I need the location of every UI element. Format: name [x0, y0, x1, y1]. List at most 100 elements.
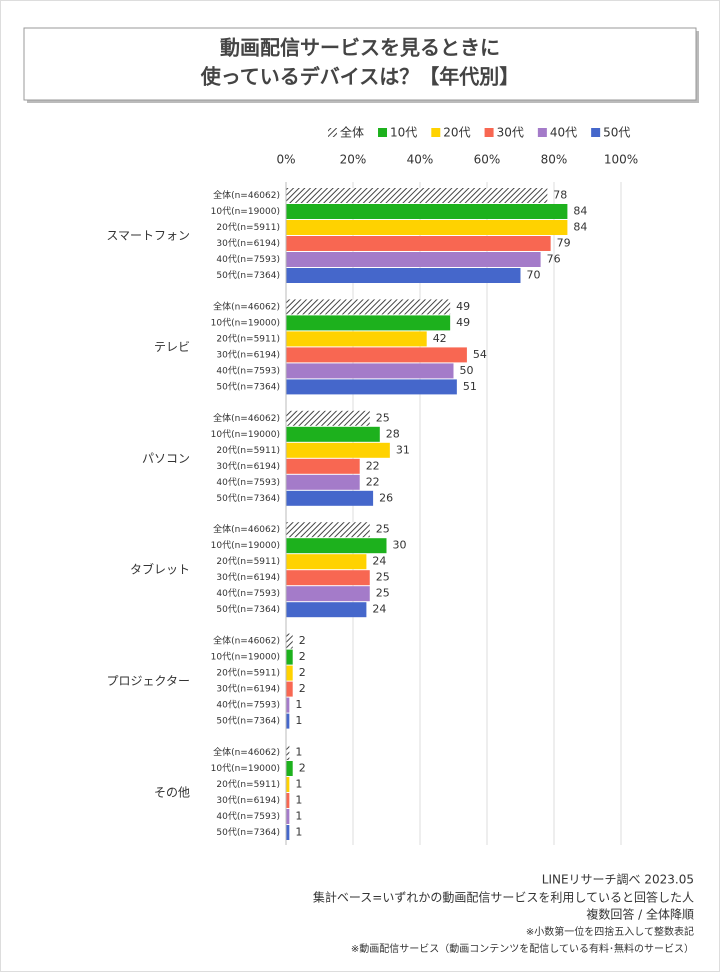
- value-label: 76: [547, 253, 561, 266]
- value-label: 25: [376, 411, 390, 424]
- bar-label: 20代(n=5911): [216, 779, 280, 790]
- note: ※小数第一位を四捨五入して整数表記: [526, 925, 694, 938]
- bar: [286, 745, 290, 760]
- bar: [286, 825, 290, 840]
- bar-label: 10代(n=19000): [211, 317, 280, 328]
- value-label: 25: [376, 587, 390, 600]
- bar: [286, 633, 293, 649]
- bar: [286, 426, 380, 442]
- value-label: 31: [396, 443, 410, 456]
- value-label: 24: [372, 555, 386, 568]
- bar: [286, 379, 457, 395]
- bar: [286, 347, 467, 363]
- bar-label: 40代(n=7593): [216, 700, 280, 711]
- bar-label: 10代(n=19000): [211, 652, 280, 663]
- legend-label: 40代: [550, 126, 577, 140]
- legend-swatch: [591, 128, 601, 137]
- bar-label: 30代(n=6194): [216, 238, 280, 249]
- bar-label: 20代(n=5911): [216, 222, 280, 233]
- value-label: 1: [295, 698, 302, 711]
- bar: [286, 697, 290, 713]
- category-label: スマートフォン: [106, 229, 190, 243]
- legend-label: 30代: [497, 126, 524, 140]
- bar: [286, 410, 370, 426]
- note: 集計ベース=いずれかの動画配信サービスを利用していると回答した人: [313, 890, 694, 905]
- value-label: 51: [463, 380, 477, 393]
- bar: [286, 220, 568, 235]
- bar-label: 50代(n=7364): [216, 270, 280, 281]
- category-label: テレビ: [154, 340, 190, 354]
- value-label: 1: [295, 810, 302, 823]
- x-tick-label: 20%: [340, 153, 367, 167]
- category-label: プロジェクター: [106, 674, 190, 688]
- bar-label: 50代(n=7364): [216, 381, 280, 392]
- bar: [286, 458, 360, 474]
- bar: [286, 252, 541, 267]
- value-label: 49: [456, 316, 470, 329]
- bar: [286, 188, 548, 203]
- x-tick-label: 40%: [407, 153, 434, 167]
- legend-label: 10代: [390, 126, 417, 140]
- value-label: 30: [393, 539, 407, 552]
- title: 動画配信サービスを見るときに: [220, 36, 500, 60]
- bar: [286, 299, 451, 315]
- value-label: 79: [557, 237, 571, 250]
- bar-label: 50代(n=7364): [216, 827, 280, 838]
- value-label: 2: [299, 666, 306, 679]
- x-tick-label: 100%: [604, 153, 638, 167]
- bar-label: 50代(n=7364): [216, 493, 280, 504]
- bar-label: 10代(n=19000): [211, 540, 280, 551]
- bar-label: 30代(n=6194): [216, 572, 280, 583]
- bar-label: 全体(n=46062): [213, 412, 280, 424]
- bar: [286, 522, 370, 538]
- bar-label: 30代(n=6194): [216, 795, 280, 806]
- bar-label: 20代(n=5911): [216, 445, 280, 456]
- bar: [286, 761, 293, 776]
- value-label: 50: [460, 364, 474, 377]
- bar: [286, 554, 367, 570]
- x-tick-label: 60%: [474, 153, 501, 167]
- bar-label: 50代(n=7364): [216, 716, 280, 727]
- bar: [286, 315, 451, 331]
- bar-label: 全体(n=46062): [213, 523, 280, 535]
- value-label: 42: [433, 332, 447, 345]
- value-label: 2: [299, 650, 306, 663]
- value-label: 49: [456, 300, 470, 313]
- bar-label: 20代(n=5911): [216, 556, 280, 567]
- value-label: 25: [376, 571, 390, 584]
- bar-label: 20代(n=5911): [216, 333, 280, 344]
- bar-label: 全体(n=46062): [213, 300, 280, 312]
- bar: [286, 236, 551, 251]
- value-label: 84: [573, 205, 587, 218]
- legend-swatch: [328, 128, 337, 137]
- value-label: 24: [372, 603, 386, 616]
- legend-swatch: [484, 128, 494, 137]
- value-label: 1: [295, 778, 302, 791]
- title-box: [23, 27, 697, 101]
- value-label: 84: [573, 221, 587, 234]
- value-label: 2: [299, 762, 306, 775]
- bar-label: 30代(n=6194): [216, 349, 280, 360]
- bar: [286, 793, 290, 808]
- note: LINEリサーチ調べ 2023.05: [542, 873, 694, 887]
- bar-label: 全体(n=46062): [213, 746, 280, 758]
- bar: [286, 268, 521, 283]
- bar: [286, 777, 290, 792]
- bar-label: 40代(n=7593): [216, 477, 280, 488]
- bar: [286, 538, 387, 554]
- note: ※動画配信サービス（動画コンテンツを配信している有料･無料のサービス）: [351, 942, 694, 955]
- value-label: 25: [376, 523, 390, 536]
- value-label: 78: [553, 189, 567, 202]
- bar-label: 全体(n=46062): [213, 635, 280, 647]
- note: 複数回答 / 全体降順: [586, 907, 694, 922]
- bar: [286, 602, 367, 618]
- value-label: 2: [299, 634, 306, 647]
- bar-label: 10代(n=19000): [211, 206, 280, 217]
- category-label: タブレット: [130, 562, 190, 577]
- value-label: 1: [295, 826, 302, 839]
- bar: [286, 474, 360, 490]
- value-label: 2: [299, 682, 306, 695]
- bar-label: 40代(n=7593): [216, 254, 280, 265]
